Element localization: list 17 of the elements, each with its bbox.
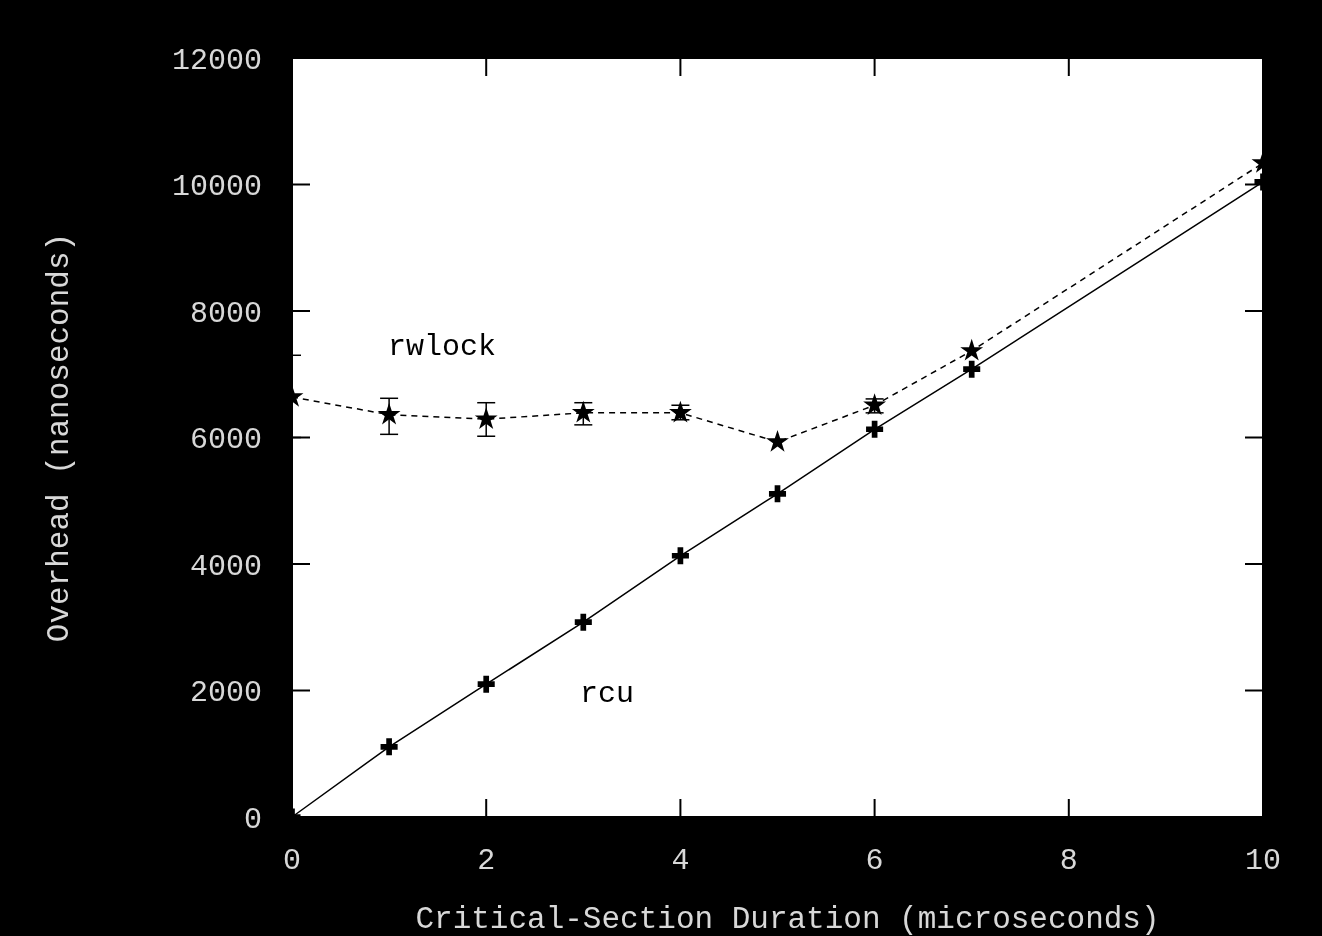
series-label: rwlock — [388, 330, 497, 364]
x-tick-label: 6 — [865, 844, 884, 878]
x-tick-label: 10 — [1244, 844, 1282, 878]
x-axis-title: Critical-Section Duration (microseconds) — [415, 902, 1160, 936]
y-tick-label: 10000 — [171, 170, 262, 204]
series-label: rcu — [580, 677, 635, 711]
y-tick-label: 8000 — [189, 296, 262, 331]
x-tick-label: 0 — [282, 844, 302, 878]
y-tick-label: 12000 — [171, 43, 262, 78]
y-tick-label: 6000 — [189, 423, 262, 457]
x-tick-label: 2 — [477, 844, 496, 878]
y-axis-title: Overhead (nanoseconds) — [42, 232, 77, 643]
y-tick-label: 4000 — [189, 549, 262, 584]
y-tick-label: 0 — [243, 802, 262, 837]
y-tick-label: 2000 — [189, 676, 262, 710]
x-tick-label: 4 — [671, 844, 690, 878]
x-tick-label: 8 — [1059, 844, 1078, 878]
